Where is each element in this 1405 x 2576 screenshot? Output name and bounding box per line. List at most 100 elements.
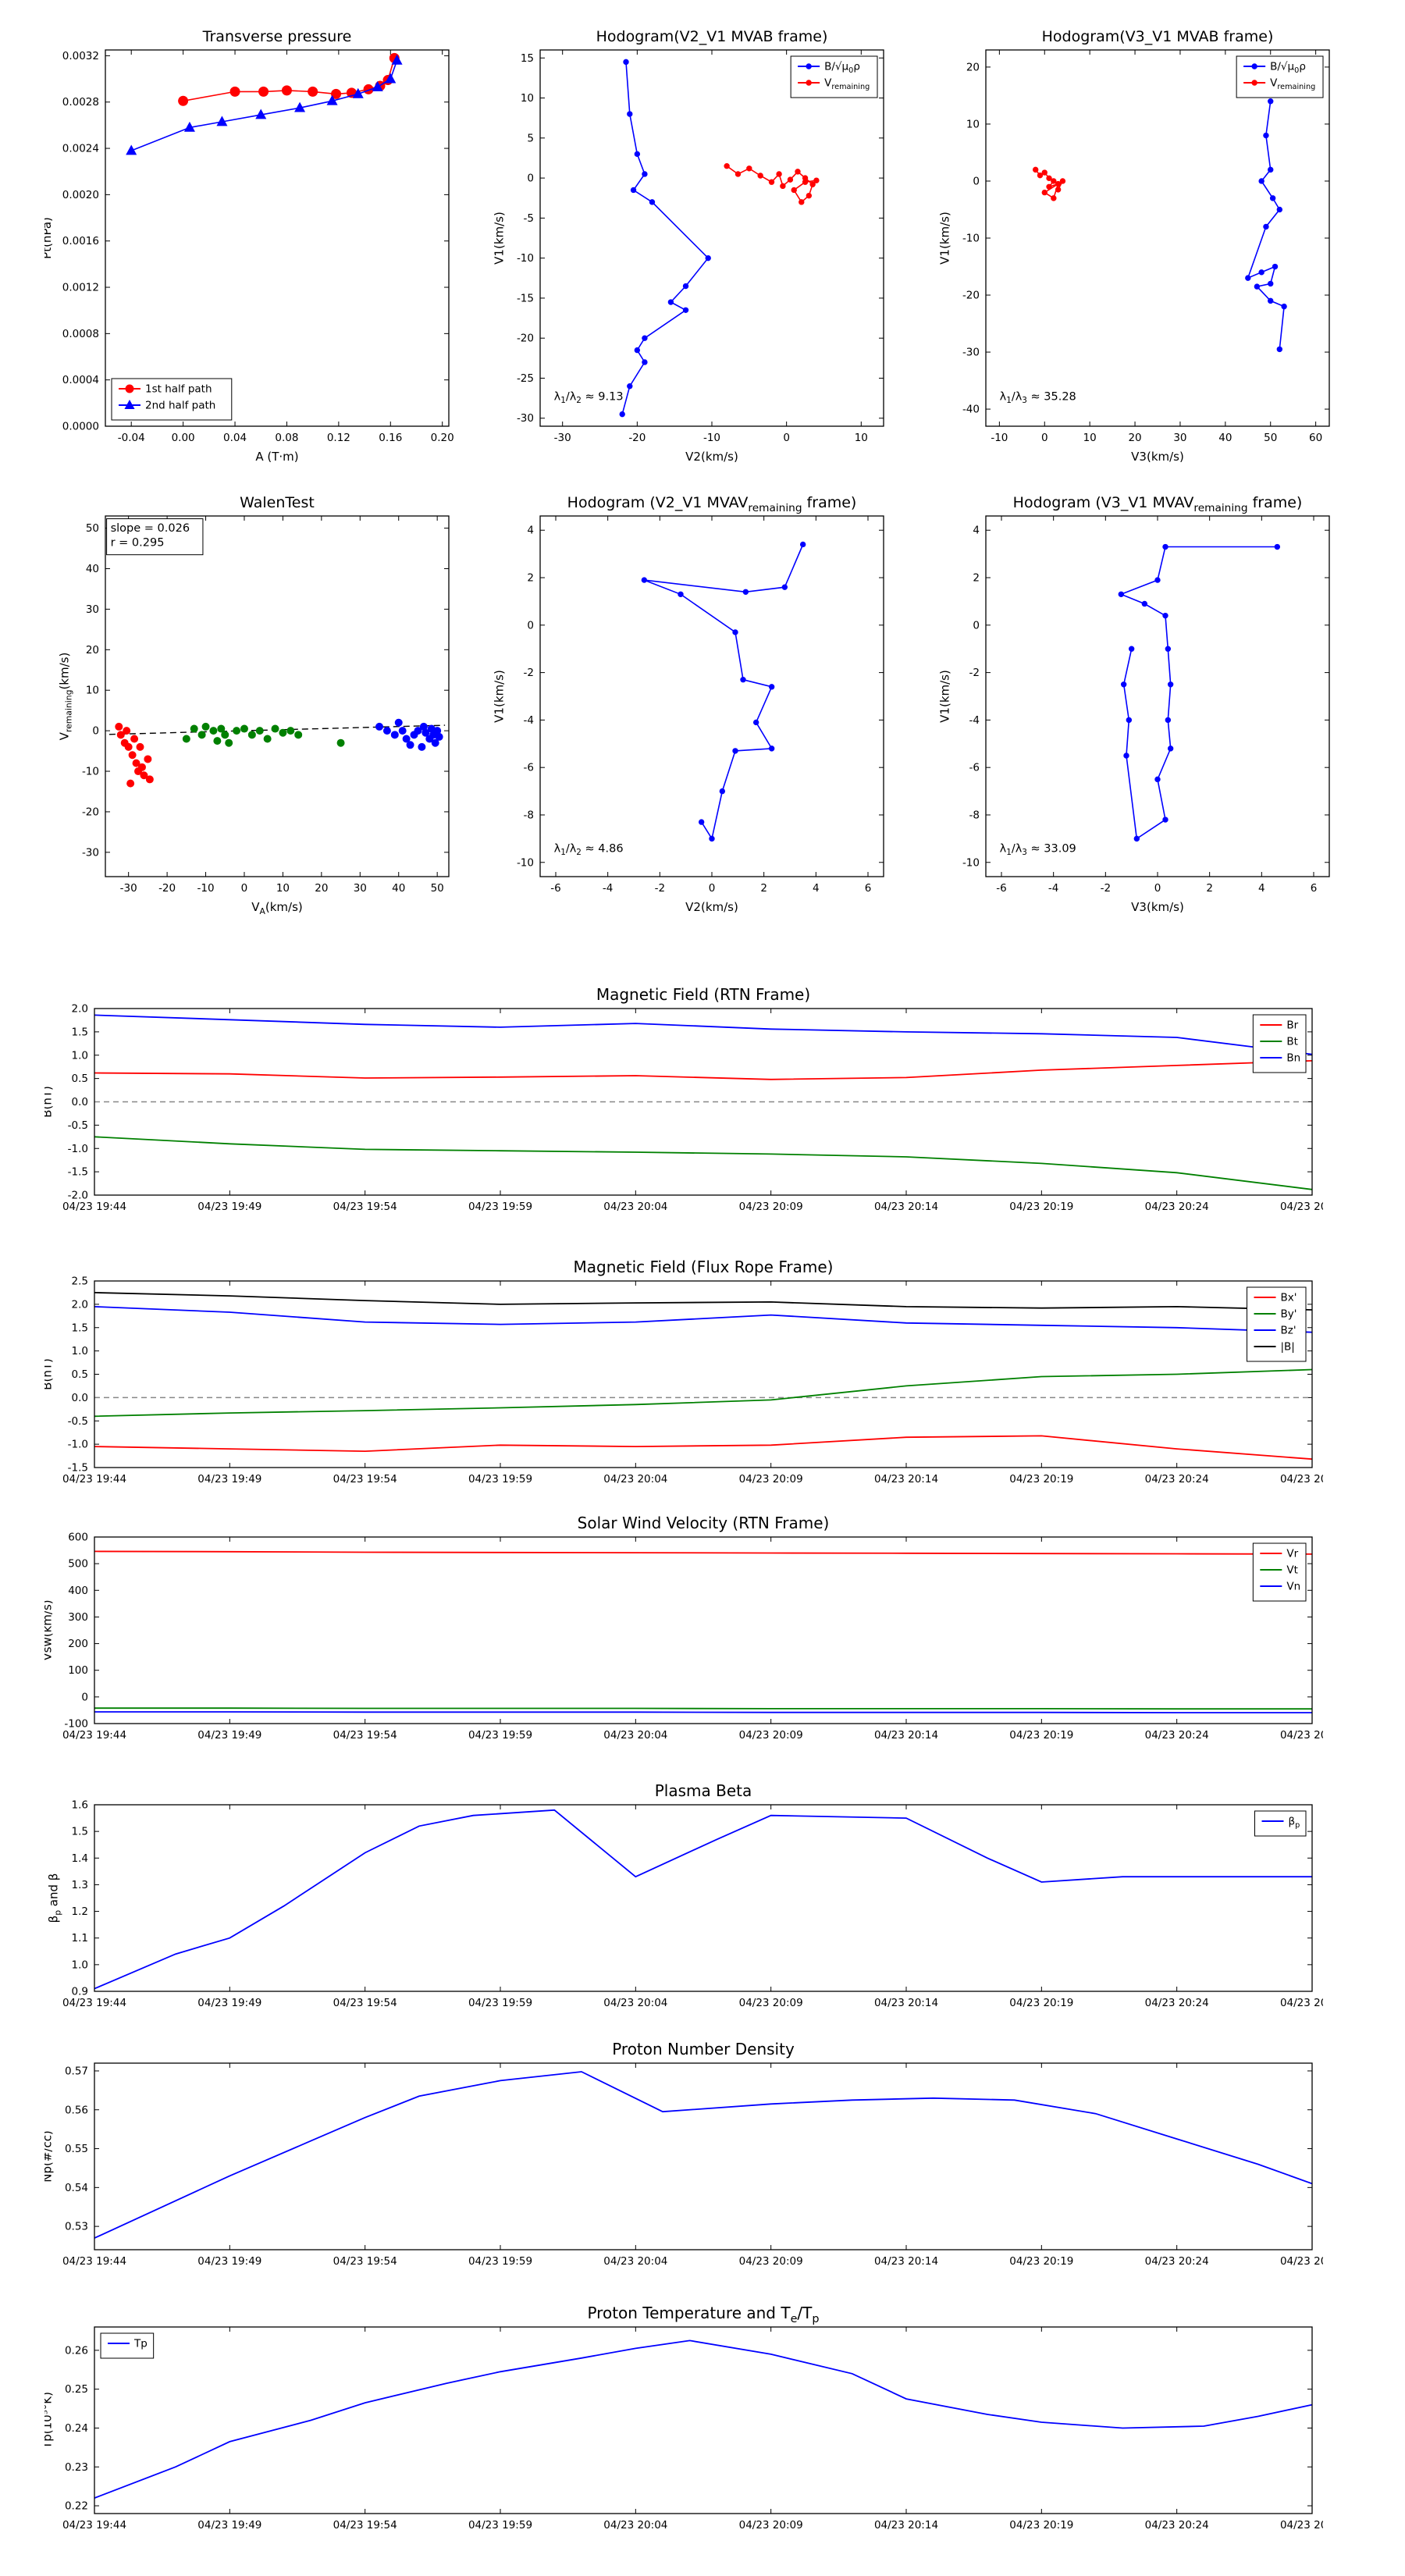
svg-text:-25: -25 bbox=[517, 372, 534, 385]
svg-text:-40: -40 bbox=[962, 404, 980, 416]
svg-text:0.26: 0.26 bbox=[65, 2344, 88, 2357]
svg-text:0.0004: 0.0004 bbox=[62, 374, 99, 386]
svg-text:Magnetic Field (Flux Rope Fram: Magnetic Field (Flux Rope Frame) bbox=[574, 1258, 834, 1276]
svg-text:100: 100 bbox=[68, 1664, 88, 1677]
svg-text:0.25: 0.25 bbox=[65, 2383, 88, 2396]
svg-text:0: 0 bbox=[1154, 882, 1161, 895]
svg-text:B/√μ0ρ: B/√μ0ρ bbox=[824, 61, 860, 75]
svg-text:0: 0 bbox=[973, 619, 980, 632]
svg-text:Tp(10⁵°K): Tp(10⁵°K) bbox=[44, 2392, 55, 2450]
svg-text:04/23 19:44: 04/23 19:44 bbox=[62, 2255, 126, 2268]
svg-text:04/23 19:59: 04/23 19:59 bbox=[468, 1201, 532, 1213]
plot-hodogram-v2v1-mvab: -30 -20 -10 0 10 -30 -25 -20 -15 -10 -5 0 5 10 15 Hodog… bbox=[479, 22, 893, 467]
svg-text:04/23 20:24: 04/23 20:24 bbox=[1145, 2255, 1209, 2268]
svg-text:04/23 20:29: 04/23 20:29 bbox=[1280, 1997, 1323, 2009]
svg-text:-15: -15 bbox=[517, 292, 534, 304]
svg-text:0.22: 0.22 bbox=[65, 2500, 88, 2513]
svg-text:04/23 19:54: 04/23 19:54 bbox=[333, 1997, 397, 2009]
svg-text:400: 400 bbox=[68, 1585, 88, 1597]
svg-text:0.0032: 0.0032 bbox=[62, 50, 99, 62]
svg-text:04/23 20:04: 04/23 20:04 bbox=[603, 1729, 667, 1742]
svg-text:-10: -10 bbox=[197, 882, 215, 895]
svg-text:04/23 20:14: 04/23 20:14 bbox=[874, 1201, 938, 1213]
svg-text:-8: -8 bbox=[969, 809, 980, 821]
svg-text:04/23 20:19: 04/23 20:19 bbox=[1009, 2519, 1073, 2532]
svg-text:By': By' bbox=[1281, 1308, 1297, 1321]
svg-text:-6: -6 bbox=[969, 762, 980, 774]
svg-text:04/23 20:14: 04/23 20:14 bbox=[874, 2255, 938, 2268]
svg-text:Vr: Vr bbox=[1286, 1548, 1298, 1560]
svg-text:20: 20 bbox=[1128, 432, 1141, 444]
svg-text:Bz': Bz' bbox=[1281, 1325, 1297, 1337]
svg-text:0.0028: 0.0028 bbox=[62, 96, 99, 109]
svg-text:Vt: Vt bbox=[1286, 1564, 1298, 1577]
svg-text:60: 60 bbox=[1309, 432, 1322, 444]
svg-text:0.55: 0.55 bbox=[65, 2143, 88, 2155]
svg-text:1.0: 1.0 bbox=[72, 1345, 88, 1357]
svg-text:-1.5: -1.5 bbox=[68, 1462, 88, 1475]
svg-text:B(nT): B(nT) bbox=[44, 1358, 55, 1390]
svg-text:04/23 20:04: 04/23 20:04 bbox=[603, 2255, 667, 2268]
svg-text:B/√μ0ρ: B/√μ0ρ bbox=[1270, 61, 1306, 75]
svg-text:200: 200 bbox=[68, 1638, 88, 1650]
svg-text:Vremaining(km/s): Vremaining(km/s) bbox=[58, 653, 74, 741]
svg-text:Hodogram (V3_V1 MVAVremaining: Hodogram (V3_V1 MVAVremaining frame) bbox=[1013, 494, 1303, 514]
svg-text:-4: -4 bbox=[969, 714, 980, 727]
svg-text:0.0012: 0.0012 bbox=[62, 282, 99, 294]
plot-hodogram-v2v1-mvav: -6 -4 -2 0 2 4 6 -10 -8 -6 -4 -2 0 2 4 Hodogram (V2_V1 … bbox=[479, 488, 893, 917]
svg-text:10: 10 bbox=[855, 432, 868, 444]
svg-text:-0.5: -0.5 bbox=[68, 1415, 88, 1428]
svg-text:2.0: 2.0 bbox=[72, 1298, 88, 1311]
svg-text:04/23 20:09: 04/23 20:09 bbox=[739, 1201, 803, 1213]
svg-text:2: 2 bbox=[760, 882, 767, 895]
svg-text:WalenTest: WalenTest bbox=[240, 494, 315, 511]
svg-text:0.04: 0.04 bbox=[223, 432, 247, 444]
svg-text:04/23 19:49: 04/23 19:49 bbox=[197, 1997, 261, 2009]
svg-text:-6: -6 bbox=[550, 882, 560, 895]
svg-text:-20: -20 bbox=[628, 432, 646, 444]
svg-text:04/23 19:59: 04/23 19:59 bbox=[468, 1729, 532, 1742]
svg-text:-8: -8 bbox=[524, 809, 534, 821]
svg-text:2: 2 bbox=[1206, 882, 1213, 895]
svg-text:0.0: 0.0 bbox=[72, 1096, 88, 1108]
svg-text:Proton Number Density: Proton Number Density bbox=[612, 2040, 795, 2058]
svg-text:1.6: 1.6 bbox=[72, 1799, 88, 1812]
svg-text:βp and β: βp and β bbox=[47, 1873, 63, 1923]
svg-text:Vremaining: Vremaining bbox=[824, 77, 870, 91]
svg-text:-1.0: -1.0 bbox=[68, 1439, 88, 1451]
svg-text:04/23 20:04: 04/23 20:04 bbox=[603, 1997, 667, 2009]
svg-text:Bx': Bx' bbox=[1281, 1292, 1297, 1304]
svg-text:600: 600 bbox=[68, 1532, 88, 1544]
svg-text:04/23 20:29: 04/23 20:29 bbox=[1280, 1729, 1323, 1742]
svg-text:2: 2 bbox=[973, 572, 980, 585]
svg-text:0.5: 0.5 bbox=[72, 1073, 88, 1085]
svg-text:20: 20 bbox=[966, 61, 980, 73]
svg-text:-10: -10 bbox=[82, 766, 99, 778]
svg-text:0.0: 0.0 bbox=[72, 1392, 88, 1404]
svg-text:1.0: 1.0 bbox=[72, 1959, 88, 1971]
svg-text:0.57: 0.57 bbox=[65, 2065, 88, 2077]
svg-text:0: 0 bbox=[1041, 432, 1048, 444]
svg-text:0.0000: 0.0000 bbox=[62, 421, 99, 433]
svg-text:10: 10 bbox=[521, 92, 534, 105]
svg-text:-20: -20 bbox=[158, 882, 176, 895]
svg-text:V3(km/s): V3(km/s) bbox=[1131, 900, 1184, 914]
svg-text:6: 6 bbox=[1311, 882, 1318, 895]
svg-text:VA(km/s): VA(km/s) bbox=[251, 900, 303, 916]
svg-text:04/23 20:29: 04/23 20:29 bbox=[1280, 1201, 1323, 1213]
svg-text:04/23 19:49: 04/23 19:49 bbox=[197, 1201, 261, 1213]
svg-text:-20: -20 bbox=[82, 806, 99, 818]
svg-text:04/23 20:09: 04/23 20:09 bbox=[739, 2519, 803, 2532]
svg-text:-10: -10 bbox=[517, 252, 534, 265]
svg-text:1.0: 1.0 bbox=[72, 1049, 88, 1062]
svg-text:04/23 19:44: 04/23 19:44 bbox=[62, 1997, 126, 2009]
svg-text:1.5: 1.5 bbox=[72, 1322, 88, 1334]
svg-text:50: 50 bbox=[1264, 432, 1277, 444]
svg-text:04/23 20:24: 04/23 20:24 bbox=[1145, 2519, 1209, 2532]
svg-text:λ1/λ2 ≈ 9.13: λ1/λ2 ≈ 9.13 bbox=[554, 390, 624, 405]
svg-text:04/23 20:19: 04/23 20:19 bbox=[1009, 1201, 1073, 1213]
svg-text:04/23 20:04: 04/23 20:04 bbox=[603, 2519, 667, 2532]
svg-text:Pt(nPa): Pt(nPa) bbox=[44, 217, 54, 259]
svg-text:Vremaining: Vremaining bbox=[1270, 77, 1315, 91]
